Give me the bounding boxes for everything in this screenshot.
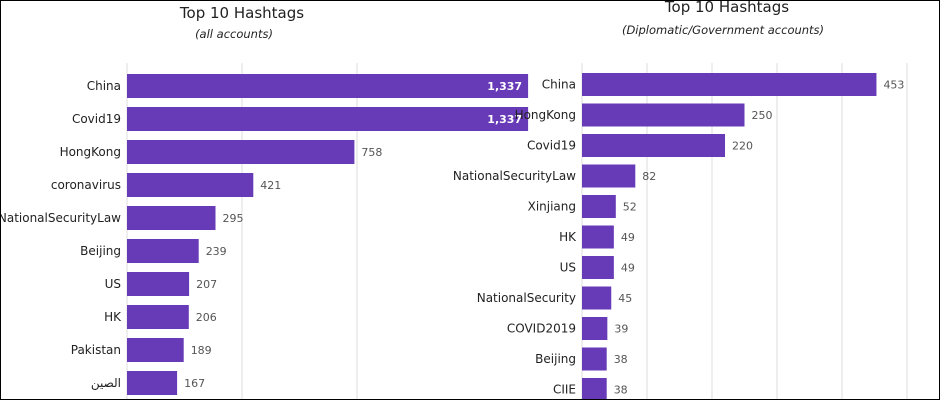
right-bar-3 (582, 164, 636, 188)
right-bar-5 (582, 225, 614, 249)
right-bar-8 (582, 317, 608, 340)
right-chart-diplomatic-government: Top 10 Hashtags (Diplomatic/Government a… (453, 0, 908, 401)
right-bar-9 (582, 347, 607, 371)
right-value-label-9: 38 (614, 353, 628, 366)
right-value-label-0: 453 (883, 79, 904, 92)
left-bar-4 (127, 206, 216, 230)
left-value-label-0: 1,337 (487, 80, 522, 93)
left-bar-7 (127, 305, 189, 329)
left-category-label-6: US (105, 277, 121, 291)
left-value-label-2: 758 (361, 146, 382, 159)
left-chart-title: Top 10 Hashtags (179, 4, 304, 22)
left-bar-8 (127, 338, 184, 362)
left-value-label-9: 167 (184, 377, 205, 390)
right-category-label-8: COVID2019 (507, 322, 576, 336)
right-bars: China 453 HongKong 250 Covid19 220 NationalSec… (453, 73, 904, 401)
right-category-label-7: NationalSecurity (477, 291, 576, 305)
right-category-label-10: CIIE (553, 383, 576, 397)
right-value-label-7: 45 (618, 292, 632, 305)
right-chart-subtitle: (Diplomatic/Government accounts) (622, 23, 824, 37)
right-value-label-10: 38 (614, 384, 628, 397)
left-value-label-4: 295 (223, 212, 244, 225)
left-value-label-5: 239 (206, 245, 227, 258)
left-category-label-0: China (87, 79, 121, 93)
left-value-label-8: 189 (191, 344, 212, 357)
right-value-label-6: 49 (621, 262, 635, 275)
right-bar-6 (582, 256, 614, 279)
right-value-label-8: 39 (614, 323, 628, 336)
right-category-label-4: Xinjiang (528, 200, 576, 214)
right-chart-title: Top 10 Hashtags (664, 1, 789, 16)
right-bar-7 (582, 286, 612, 310)
right-category-label-9: Beijing (535, 352, 576, 366)
left-value-label-3: 421 (260, 179, 281, 192)
left-bar-9 (127, 371, 178, 395)
left-category-label-9: الصين (91, 376, 121, 391)
left-category-label-7: HK (104, 310, 122, 324)
left-value-label-6: 207 (196, 278, 217, 291)
right-bar-0 (582, 73, 877, 96)
left-category-label-5: Beijing (80, 244, 121, 258)
left-category-label-2: HongKong (60, 145, 121, 159)
left-value-label-7: 206 (196, 311, 217, 324)
left-bar-0 (127, 74, 529, 98)
right-category-label-5: HK (559, 230, 577, 244)
right-category-label-6: US (560, 261, 576, 275)
left-chart-subtitle: (all accounts) (195, 27, 273, 41)
right-category-label-0: China (542, 78, 576, 92)
left-bar-3 (127, 173, 254, 197)
right-bar-1 (582, 103, 745, 127)
left-bar-5 (127, 239, 199, 263)
left-category-label-8: Pakistan (71, 343, 121, 357)
right-value-label-4: 52 (623, 201, 637, 214)
right-value-label-3: 82 (642, 170, 656, 183)
left-bar-6 (127, 272, 190, 296)
left-chart-all-accounts: Top 10 Hashtags (all accounts) China 1,33… (0, 4, 529, 399)
left-category-label-4: NationalSecurityLaw (1, 211, 121, 225)
right-category-label-2: Covid19 (527, 139, 576, 153)
right-category-label-3: NationalSecurityLaw (453, 169, 576, 183)
left-bars: China 1,337 Covid19 1,337 HongKong 758 coronav… (0, 74, 529, 395)
left-bar-2 (127, 140, 355, 164)
left-category-label-1: Covid19 (72, 112, 121, 126)
right-bar-10 (582, 378, 607, 401)
right-bar-2 (582, 134, 725, 157)
left-value-label-1: 1,337 (487, 113, 522, 126)
right-value-label-2: 220 (732, 140, 753, 153)
right-value-label-1: 250 (752, 109, 773, 122)
right-category-label-1: HongKong (515, 108, 576, 122)
right-value-label-5: 49 (621, 231, 635, 244)
right-bar-4 (582, 195, 616, 218)
left-category-label-3: coronavirus (51, 178, 121, 192)
left-bar-1 (127, 107, 529, 131)
